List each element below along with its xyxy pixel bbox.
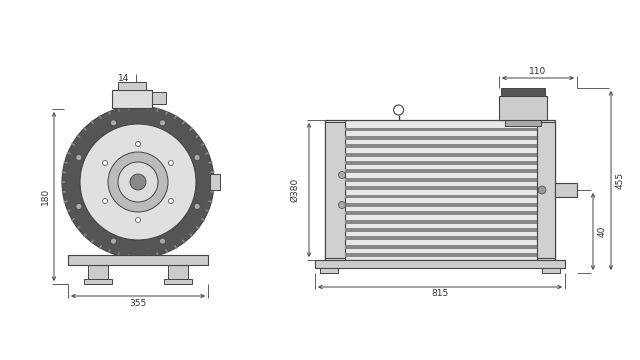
Text: 180: 180 [40,188,49,205]
Bar [345,245,537,249]
Text: Ø380: Ø380 [291,178,300,202]
Bar [345,220,537,224]
Bar [345,195,537,198]
Ellipse shape [108,152,168,212]
Circle shape [168,198,173,203]
Bar [345,136,537,140]
Circle shape [538,186,546,194]
Bar [345,170,537,173]
Ellipse shape [130,174,146,190]
Text: +: + [511,87,520,97]
Bar [168,265,188,279]
Bar [345,203,537,207]
Bar [499,96,547,120]
Circle shape [136,141,141,147]
Text: +: + [524,87,532,97]
Bar [501,88,545,96]
Ellipse shape [118,162,158,202]
Circle shape [159,238,166,244]
Bar [555,183,577,197]
Bar [325,122,345,258]
Text: 815: 815 [431,289,449,298]
Bar [345,153,537,157]
Bar [325,120,555,260]
Circle shape [339,202,346,208]
Text: 14: 14 [118,73,130,82]
Bar [88,265,108,279]
Circle shape [76,203,82,210]
Bar [320,268,338,273]
Bar [345,127,537,131]
Bar [345,161,537,165]
Circle shape [159,120,166,126]
Bar [345,144,537,148]
Bar [345,178,537,182]
Bar [345,237,537,240]
Circle shape [136,217,141,222]
Circle shape [102,198,108,203]
Circle shape [102,161,108,166]
Circle shape [194,154,200,161]
Bar [542,268,560,273]
Text: 110: 110 [529,67,547,76]
Bar [345,186,537,190]
Bar [345,253,537,257]
Bar [345,228,537,232]
Bar [112,90,152,108]
Bar [315,260,565,268]
Circle shape [111,238,116,244]
Bar [84,279,112,284]
Bar [345,211,537,215]
Ellipse shape [62,106,214,258]
Bar [118,82,146,90]
Bar [68,255,208,265]
Circle shape [194,203,200,210]
Circle shape [76,154,82,161]
Bar [537,122,555,258]
Bar [505,118,541,126]
Circle shape [168,161,173,166]
Bar [164,279,192,284]
Text: 355: 355 [129,298,147,307]
Bar [210,174,220,190]
Bar [152,92,166,104]
Circle shape [111,120,116,126]
Text: 40: 40 [598,226,607,237]
Ellipse shape [80,124,196,240]
Circle shape [339,171,346,179]
Text: 455: 455 [616,172,625,189]
